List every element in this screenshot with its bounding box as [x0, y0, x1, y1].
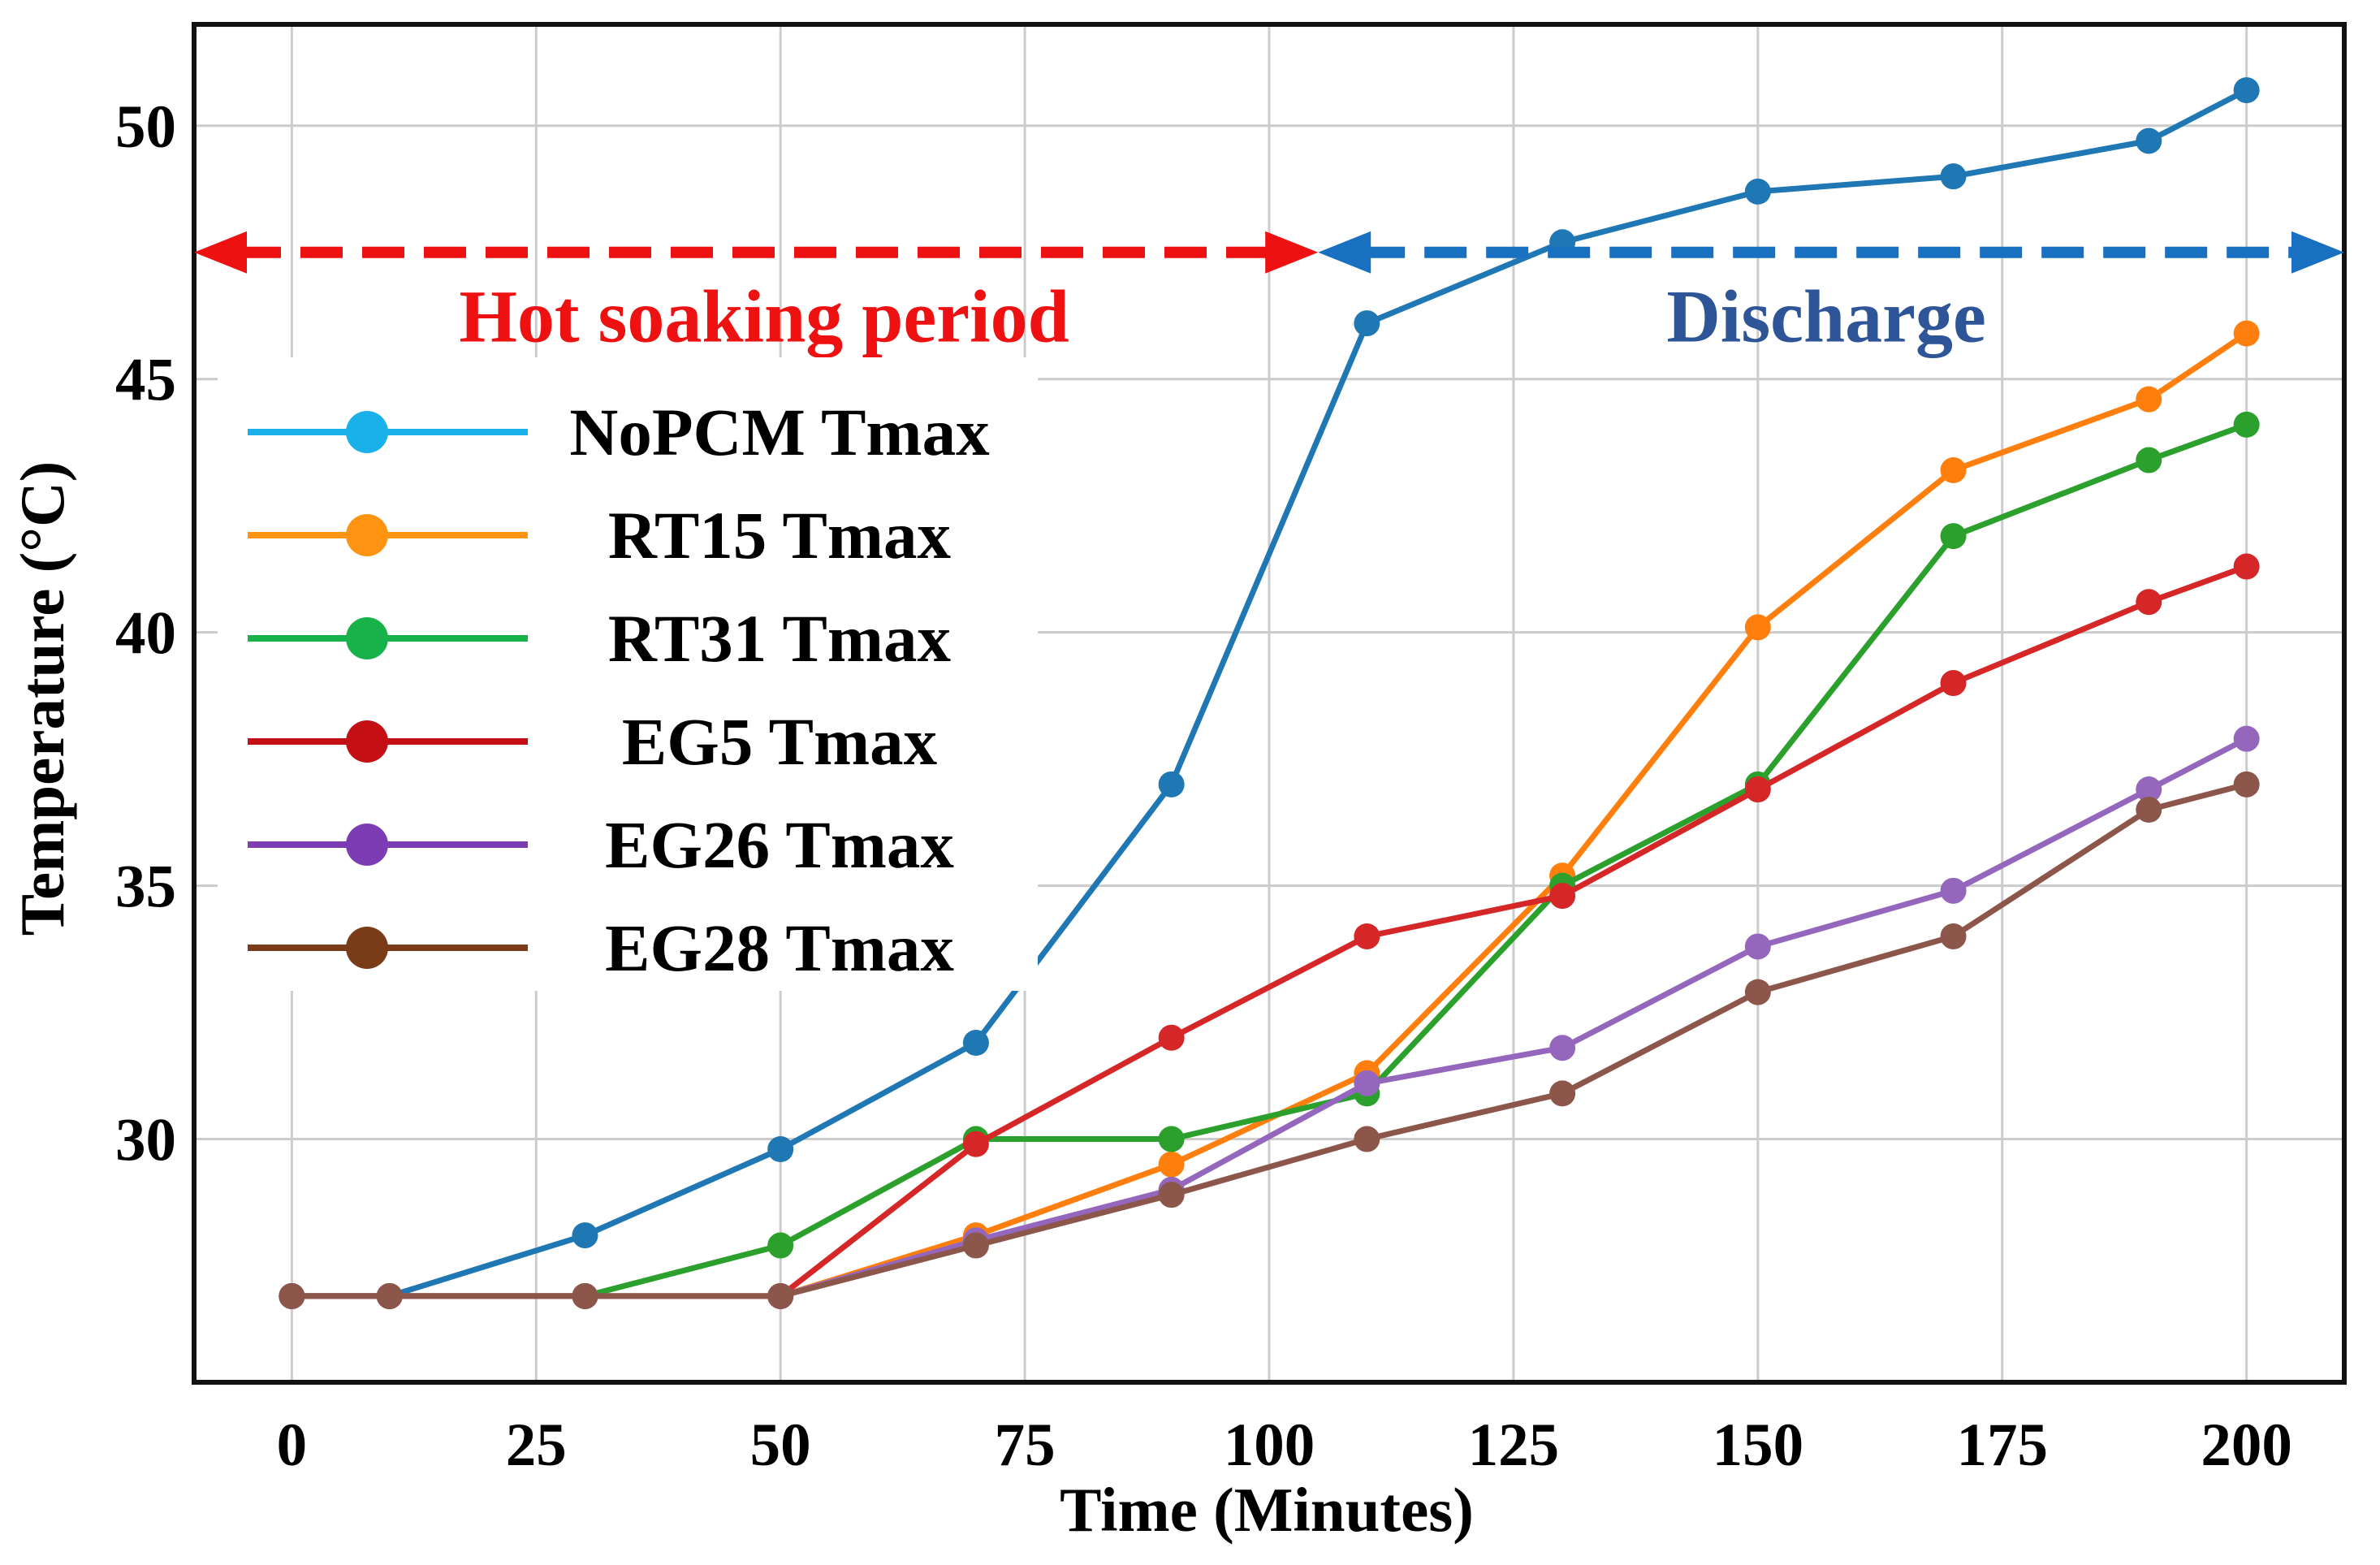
data-point — [1549, 1080, 1576, 1107]
legend-swatch-marker — [346, 824, 388, 866]
data-point — [1158, 1024, 1185, 1051]
data-point — [962, 1131, 989, 1157]
data-point — [1744, 979, 1771, 1005]
data-point — [1744, 776, 1771, 803]
data-point — [1158, 1151, 1185, 1178]
data-point — [1940, 923, 1967, 949]
legend-item: EG28 Tmax — [248, 910, 954, 985]
data-point — [1940, 523, 1967, 550]
legend-swatch-marker — [346, 514, 388, 556]
data-point — [1354, 1126, 1380, 1152]
x-tick-label: 0 — [277, 1412, 308, 1479]
data-point — [1549, 1035, 1576, 1061]
arrow-head-left — [1318, 231, 1371, 274]
data-point — [376, 1282, 403, 1309]
data-point — [2136, 128, 2162, 154]
series-line — [292, 781, 2248, 1299]
legend-label: NoPCM Tmax — [569, 395, 990, 469]
legend-label: RT15 Tmax — [608, 498, 952, 573]
data-point — [2136, 797, 2162, 824]
data-point — [572, 1282, 598, 1309]
data-point — [962, 1232, 989, 1259]
data-point — [572, 1222, 598, 1249]
legend-swatch-marker — [346, 720, 388, 763]
y-tick-label: 40 — [115, 600, 176, 668]
x-tick-label: 50 — [750, 1412, 811, 1479]
y-tick-label: 35 — [115, 854, 176, 921]
data-point — [2136, 386, 2162, 413]
data-point — [2233, 320, 2260, 347]
data-point — [2136, 776, 2162, 803]
data-point — [1158, 771, 1185, 798]
data-point — [279, 1282, 305, 1309]
data-point — [1940, 670, 1967, 697]
legend-label: EG26 Tmax — [605, 807, 954, 882]
data-point — [767, 1282, 794, 1309]
series-group — [279, 77, 2260, 1309]
arrow-head-left — [194, 231, 247, 274]
data-point — [962, 1030, 989, 1056]
legend-box — [218, 357, 1038, 991]
y-tick-label: 30 — [115, 1107, 176, 1174]
data-point — [1158, 1126, 1185, 1152]
data-point — [1354, 310, 1380, 337]
x-tick-label: 150 — [1713, 1412, 1804, 1479]
data-point — [2233, 411, 2260, 438]
data-point — [1158, 1182, 1185, 1208]
annotation-label: Discharge — [1666, 275, 1985, 358]
data-point — [767, 1136, 794, 1163]
x-tick-label: 25 — [506, 1412, 567, 1479]
legend-item: EG26 Tmax — [248, 807, 954, 882]
annotation-label: Hot soaking period — [459, 275, 1069, 358]
data-point — [1940, 163, 1967, 190]
data-point — [1744, 933, 1771, 960]
series-line — [292, 87, 2248, 1299]
legend: NoPCM Tmax RT15 Tmax RT31 Tmax EG5 Tmax EG26… — [218, 357, 1038, 991]
legend-swatch-marker — [346, 927, 388, 969]
data-point — [1549, 883, 1576, 910]
discharge-annotation: Discharge — [1318, 231, 2344, 358]
data-point — [2136, 447, 2162, 473]
plot-frame — [192, 22, 2347, 1385]
legend-item: RT15 Tmax — [248, 498, 952, 573]
legend-swatch-marker — [346, 411, 388, 453]
legend-label: RT31 Tmax — [608, 601, 952, 676]
arrow-head-right — [1265, 231, 1319, 274]
hot-soaking-annotation: Hot soaking period — [194, 231, 1319, 358]
data-point — [2136, 589, 2162, 616]
series-eg28-tmax — [279, 771, 2260, 1309]
y-tick-label: 45 — [115, 347, 176, 414]
data-point — [1744, 178, 1771, 205]
y-tick-label: 50 — [115, 93, 176, 161]
legend-label: EG5 Tmax — [622, 704, 938, 779]
data-point — [767, 1232, 794, 1259]
data-point — [2233, 77, 2260, 104]
data-point — [2233, 725, 2260, 752]
y-axis-title: Temperature (°C) — [7, 461, 77, 936]
legend-item: EG5 Tmax — [248, 704, 938, 779]
data-point — [1940, 877, 1967, 904]
x-tick-label: 125 — [1468, 1412, 1560, 1479]
x-tick-label: 100 — [1224, 1412, 1315, 1479]
axes: 0 25 50 75 100 125 150 175 200 30 35 40 45 50 — [115, 22, 2347, 1479]
x-axis-title: Time (Minutes) — [1060, 1475, 1474, 1545]
x-tick-label: 75 — [995, 1412, 1056, 1479]
data-point — [2233, 771, 2260, 798]
data-point — [1354, 1070, 1380, 1096]
legend-label: EG28 Tmax — [605, 910, 954, 985]
x-tick-label: 175 — [1956, 1412, 2048, 1479]
legend-item: RT31 Tmax — [248, 601, 952, 676]
legend-item: NoPCM Tmax — [248, 395, 990, 469]
legend-swatch-marker — [346, 617, 388, 659]
arrow-head-right — [2291, 231, 2344, 274]
data-point — [1940, 457, 1967, 484]
data-point — [1744, 614, 1771, 641]
annotations: Hot soaking period Discharge — [194, 231, 2344, 358]
data-point — [2233, 553, 2260, 580]
data-point — [1354, 923, 1380, 949]
x-tick-label: 200 — [2201, 1412, 2292, 1479]
